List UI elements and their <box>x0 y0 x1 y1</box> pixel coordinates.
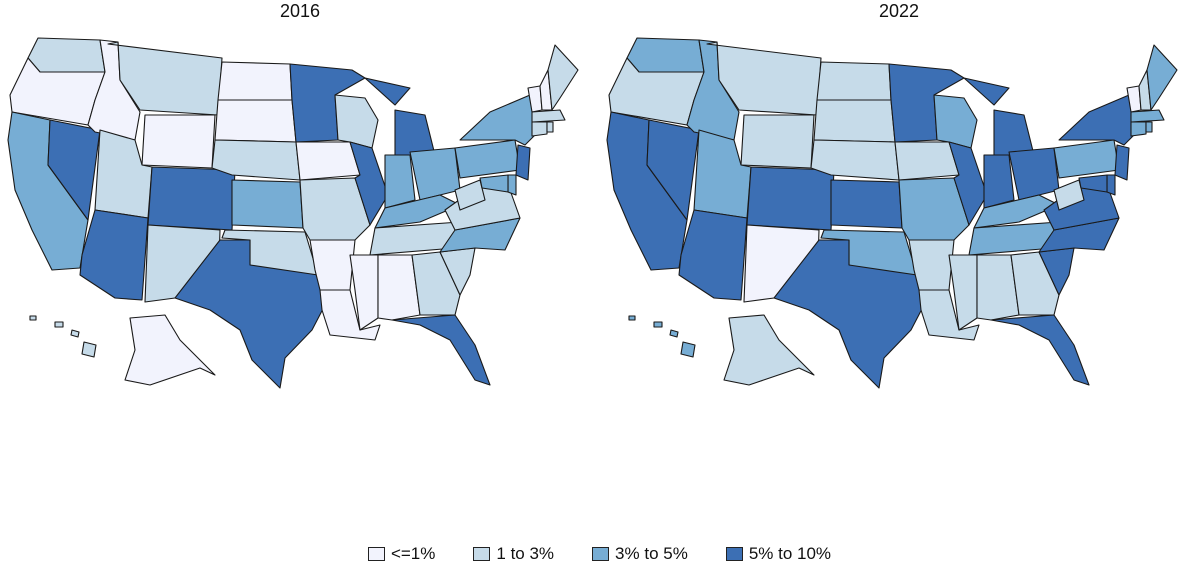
legend-item: 3% to 5% <box>592 544 688 564</box>
state-pa <box>454 139 521 179</box>
legend-item: <=1% <box>367 543 436 564</box>
state-la <box>918 289 980 341</box>
us-map <box>7 37 579 389</box>
state-co <box>147 166 236 231</box>
state-il <box>948 141 988 226</box>
state-sd <box>214 99 297 143</box>
state-ia <box>894 141 960 181</box>
state-wi <box>334 94 379 149</box>
legend-item: 5% to 10% <box>725 543 832 564</box>
state-nd <box>816 61 892 101</box>
state-md <box>479 174 509 193</box>
state-ma <box>1130 109 1165 123</box>
state-al <box>377 254 421 321</box>
state-az <box>678 209 748 301</box>
state-ky <box>374 194 461 229</box>
legend-swatch <box>473 546 491 561</box>
state-sd <box>813 99 896 143</box>
state-co <box>746 166 835 231</box>
state-ky <box>973 194 1060 229</box>
state-wa <box>626 37 705 73</box>
state-la <box>319 289 381 341</box>
state-ks <box>830 179 903 229</box>
legend-swatch <box>592 546 610 561</box>
legend-label: 5% to 10% <box>748 543 832 563</box>
map-panel-right: 2022 <box>599 0 1199 400</box>
state-ia <box>295 141 361 181</box>
state-hi <box>628 315 696 358</box>
state-md <box>1078 174 1108 193</box>
state-pa <box>1053 139 1120 179</box>
state-ks <box>231 179 304 229</box>
state-me <box>547 44 579 111</box>
legend-label: <=1% <box>390 543 436 563</box>
state-nj <box>515 144 531 181</box>
state-ga <box>1010 251 1060 316</box>
state-oh <box>409 147 461 201</box>
legend-swatch <box>725 546 743 561</box>
us-map <box>606 37 1178 389</box>
state-ri <box>1145 121 1153 133</box>
state-ne <box>810 139 900 181</box>
state-wv <box>1053 179 1085 211</box>
state-oh <box>1008 147 1060 201</box>
state-tx <box>773 239 925 389</box>
panel-title: 2016 <box>279 1 321 21</box>
state-in <box>983 154 1015 209</box>
state-il <box>349 141 389 226</box>
state-ny <box>459 94 541 146</box>
state-wi <box>933 94 978 149</box>
legend-label: 3% to 5% <box>615 543 688 563</box>
state-hi <box>29 315 97 358</box>
state-in <box>384 154 416 209</box>
panel-title: 2022 <box>878 1 920 21</box>
map-panel-left: 2016 <box>0 0 600 400</box>
legend: <=1% 1 to 3% 3% to 5% 5% to 10% <box>0 544 1199 563</box>
state-nj <box>1114 144 1130 181</box>
state-ak <box>723 314 815 386</box>
legend-swatch <box>367 546 385 561</box>
state-ne <box>211 139 301 181</box>
state-wy <box>740 114 815 169</box>
state-ct <box>1130 121 1147 137</box>
state-tx <box>174 239 326 389</box>
state-wv <box>454 179 486 211</box>
state-al <box>976 254 1020 321</box>
state-ct <box>531 121 548 137</box>
state-nv <box>646 119 700 221</box>
state-de <box>507 174 517 196</box>
state-ri <box>546 121 554 133</box>
state-fl <box>391 314 491 386</box>
state-ga <box>411 251 461 316</box>
state-ny <box>1058 94 1140 146</box>
state-ms <box>349 254 379 331</box>
state-de <box>1106 174 1116 196</box>
legend-label: 1 to 3% <box>496 543 555 563</box>
legend-item: 1 to 3% <box>473 544 554 564</box>
state-ms <box>948 254 978 331</box>
state-mt <box>706 41 822 116</box>
state-wa <box>27 37 106 73</box>
state-ak <box>124 314 216 386</box>
state-wy <box>141 114 216 169</box>
state-ma <box>531 109 566 123</box>
state-fl <box>990 314 1090 386</box>
state-mt <box>107 41 223 116</box>
state-me <box>1146 44 1178 111</box>
state-nd <box>217 61 293 101</box>
state-az <box>79 209 149 301</box>
state-nv <box>47 119 101 221</box>
